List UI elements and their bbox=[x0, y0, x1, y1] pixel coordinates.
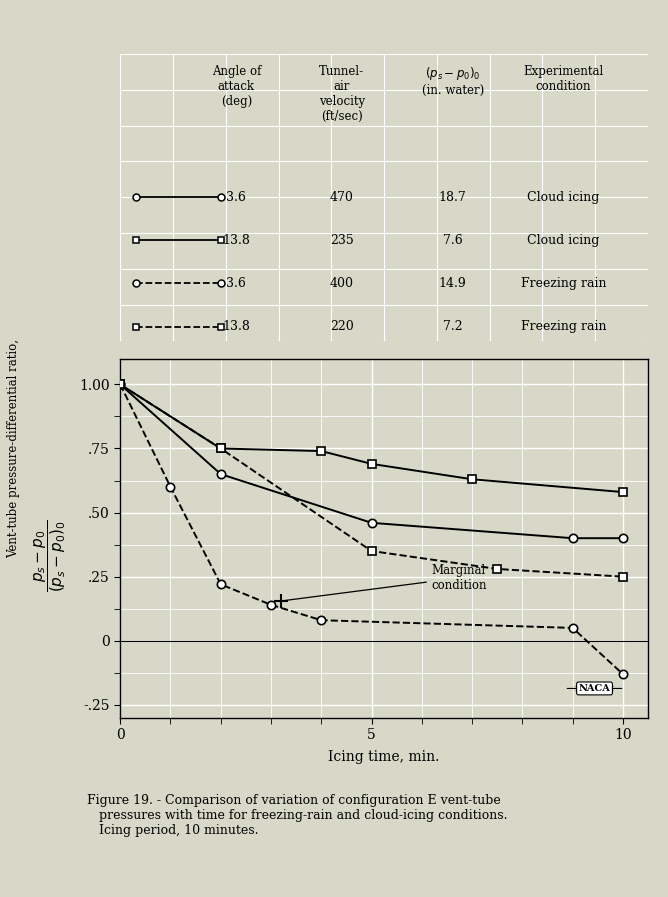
Text: 14.9: 14.9 bbox=[439, 277, 466, 290]
Text: Cloud icing: Cloud icing bbox=[527, 191, 600, 204]
Text: 7.2: 7.2 bbox=[443, 320, 462, 333]
Text: 3.6: 3.6 bbox=[226, 191, 246, 204]
Text: 7.6: 7.6 bbox=[443, 234, 462, 247]
Text: 400: 400 bbox=[330, 277, 354, 290]
Text: 3.6: 3.6 bbox=[226, 277, 246, 290]
FancyArrowPatch shape bbox=[567, 686, 580, 691]
Text: 470: 470 bbox=[330, 191, 354, 204]
Text: 13.8: 13.8 bbox=[222, 320, 250, 333]
Text: Freezing rain: Freezing rain bbox=[521, 320, 607, 333]
FancyArrowPatch shape bbox=[609, 686, 622, 691]
Text: Tunnel-
air
velocity
(ft/sec): Tunnel- air velocity (ft/sec) bbox=[319, 65, 365, 123]
X-axis label: Icing time, min.: Icing time, min. bbox=[329, 751, 440, 764]
Text: 13.8: 13.8 bbox=[222, 234, 250, 247]
Text: NACA: NACA bbox=[578, 684, 611, 693]
Text: $(p_s-p_0)_0$
(in. water): $(p_s-p_0)_0$ (in. water) bbox=[422, 65, 484, 97]
Text: Marginal
condition: Marginal condition bbox=[284, 564, 488, 601]
Text: Figure 19. - Comparison of variation of configuration E vent-tube
   pressures w: Figure 19. - Comparison of variation of … bbox=[87, 794, 507, 837]
Text: Freezing rain: Freezing rain bbox=[521, 277, 607, 290]
Text: 235: 235 bbox=[330, 234, 354, 247]
Text: Experimental
condition: Experimental condition bbox=[524, 65, 604, 93]
Text: $\dfrac{p_s - p_0}{(p_s - p_0)_0}$: $\dfrac{p_s - p_0}{(p_s - p_0)_0}$ bbox=[32, 520, 68, 592]
Text: 18.7: 18.7 bbox=[439, 191, 466, 204]
Text: Angle of
attack
(deg): Angle of attack (deg) bbox=[212, 65, 261, 109]
Text: Cloud icing: Cloud icing bbox=[527, 234, 600, 247]
Text: Vent-tube pressure-differential ratio,: Vent-tube pressure-differential ratio, bbox=[7, 339, 20, 558]
Text: 220: 220 bbox=[330, 320, 354, 333]
